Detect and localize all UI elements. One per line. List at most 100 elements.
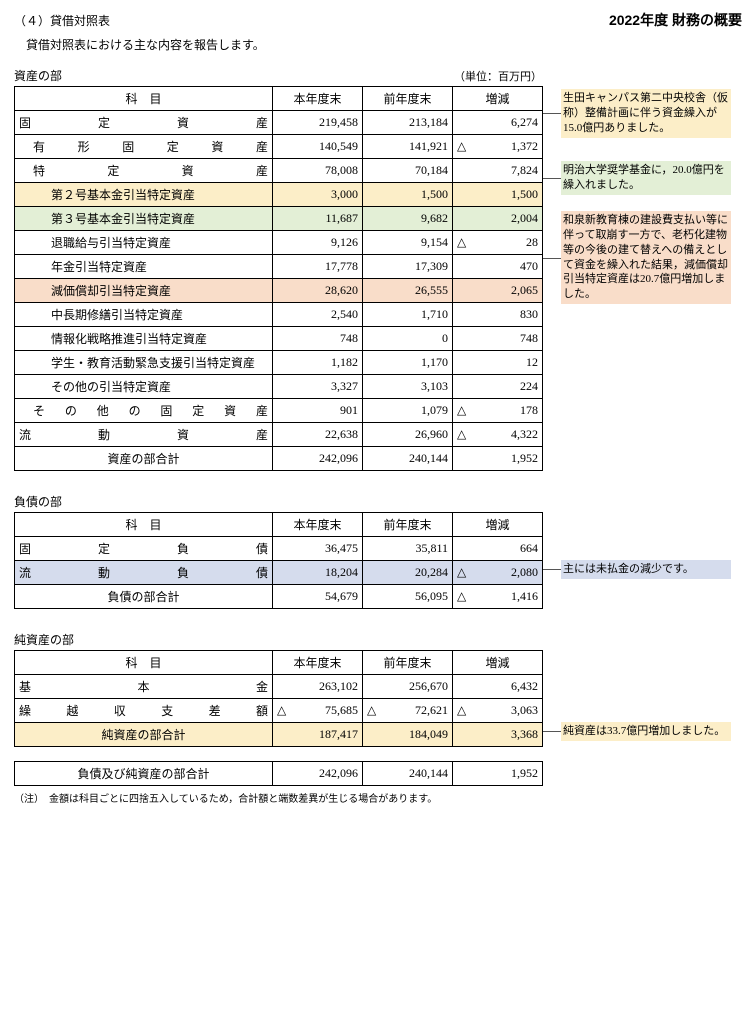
- assets-table: 科 目 本年度末 前年度末 増減 固定資産219,458213,1846,274…: [14, 86, 543, 471]
- num-cell: 6,432: [453, 675, 543, 699]
- num-cell: 28,620: [273, 279, 363, 303]
- table-row: その他の引当特定資産3,3273,103224: [15, 375, 543, 399]
- num-cell: 1,500: [453, 183, 543, 207]
- num-cell: 1,182: [273, 351, 363, 375]
- num-cell: 20,284: [363, 561, 453, 585]
- decrease-mark-icon: △: [367, 703, 376, 718]
- callout: 生田キャンパス第二中央校舎（仮称）整備計画に伴う資金繰入が15.0億円ありました…: [561, 89, 731, 138]
- table-row: 有形固定資産140,549141,921△1,372: [15, 135, 543, 159]
- table-row: 情報化戦略推進引当特定資産7480748: [15, 327, 543, 351]
- table-row: 第３号基本金引当特定資産11,6879,6822,004: [15, 207, 543, 231]
- callout-connector-icon: [543, 569, 561, 570]
- netassets-label: 純資産の部: [14, 631, 742, 648]
- page-title: 2022年度 財務の概要: [609, 10, 742, 30]
- num-cell: 187,417: [273, 723, 363, 747]
- unit-label: （単位：百万円）: [454, 68, 542, 84]
- col-previous: 前年度末: [363, 87, 453, 111]
- row-name: 資産の部合計: [15, 447, 273, 471]
- row-name: その他の引当特定資産: [15, 375, 273, 399]
- col-name: 科 目: [15, 513, 273, 537]
- num-cell: 664: [453, 537, 543, 561]
- row-name: 負債の部合計: [15, 585, 273, 609]
- callout-connector-icon: [543, 731, 561, 732]
- grand-current: 242,096: [273, 762, 363, 786]
- row-name: 年金引当特定資産: [15, 255, 273, 279]
- table-header-row: 科 目 本年度末 前年度末 増減: [15, 87, 543, 111]
- num-cell: △72,621: [363, 699, 453, 723]
- row-name: 第３号基本金引当特定資産: [15, 207, 273, 231]
- col-diff: 増減: [453, 651, 543, 675]
- num-cell: △178: [453, 399, 543, 423]
- num-cell: 11,687: [273, 207, 363, 231]
- callout-text: 明治大学奨学基金に，20.0億円を繰入れました。: [563, 164, 725, 191]
- row-name: 学生・教育活動緊急支援引当特定資産: [15, 351, 273, 375]
- num-cell: 213,184: [363, 111, 453, 135]
- col-diff: 増減: [453, 513, 543, 537]
- table-row: 減価償却引当特定資産28,62026,5552,065: [15, 279, 543, 303]
- num-cell: 9,126: [273, 231, 363, 255]
- table-row: 特定資産78,00870,1847,824: [15, 159, 543, 183]
- num-cell: 748: [273, 327, 363, 351]
- num-cell: 18,204: [273, 561, 363, 585]
- num-cell: 2,065: [453, 279, 543, 303]
- num-cell: 9,154: [363, 231, 453, 255]
- grand-name: 負債及び純資産の部合計: [15, 762, 273, 786]
- table-row: 繰越収支差額△75,685△72,621△3,063: [15, 699, 543, 723]
- num-cell: 17,309: [363, 255, 453, 279]
- num-cell: 242,096: [273, 447, 363, 471]
- num-cell: 9,682: [363, 207, 453, 231]
- col-previous: 前年度末: [363, 513, 453, 537]
- row-name: 情報化戦略推進引当特定資産: [15, 327, 273, 351]
- row-name: 退職給与引当特定資産: [15, 231, 273, 255]
- footnote: （注） 金額は科目ごとに四捨五入しているため，合計額と端数差異が生じる場合があり…: [14, 790, 742, 805]
- num-cell: 219,458: [273, 111, 363, 135]
- num-cell: 6,274: [453, 111, 543, 135]
- num-cell: 901: [273, 399, 363, 423]
- callout: 主には未払金の減少です。: [561, 560, 731, 579]
- num-cell: △1,416: [453, 585, 543, 609]
- row-name: 流動資産: [15, 423, 273, 447]
- num-cell: 140,549: [273, 135, 363, 159]
- table-header-row: 科 目 本年度末 前年度末 増減: [15, 513, 543, 537]
- num-cell: 1,710: [363, 303, 453, 327]
- decrease-mark-icon: △: [457, 235, 466, 250]
- row-name: 第２号基本金引当特定資産: [15, 183, 273, 207]
- num-cell: 3,000: [273, 183, 363, 207]
- row-name: その他の固定資産: [15, 399, 273, 423]
- decrease-mark-icon: △: [457, 703, 466, 718]
- num-cell: 1,170: [363, 351, 453, 375]
- row-name: 基本金: [15, 675, 273, 699]
- num-cell: △28: [453, 231, 543, 255]
- liabilities-callouts: 主には未払金の減少です。: [543, 512, 742, 609]
- col-diff: 増減: [453, 87, 543, 111]
- num-cell: 78,008: [273, 159, 363, 183]
- assets-label: 資産の部: [14, 67, 62, 84]
- num-cell: 3,327: [273, 375, 363, 399]
- table-row: 退職給与引当特定資産9,1269,154△28: [15, 231, 543, 255]
- callout-connector-icon: [543, 113, 561, 114]
- assets-callouts: 生田キャンパス第二中央校舎（仮称）整備計画に伴う資金繰入が15.0億円ありました…: [543, 63, 742, 471]
- callout-connector-icon: [543, 258, 561, 259]
- row-name: 純資産の部合計: [15, 723, 273, 747]
- row-name: 固定資産: [15, 111, 273, 135]
- liabilities-label: 負債の部: [14, 493, 742, 510]
- num-cell: 17,778: [273, 255, 363, 279]
- callout: 純資産は33.7億円増加しました。: [561, 722, 731, 741]
- num-cell: 830: [453, 303, 543, 327]
- num-cell: △1,372: [453, 135, 543, 159]
- row-name: 繰越収支差額: [15, 699, 273, 723]
- col-name: 科 目: [15, 87, 273, 111]
- row-name: 中長期修繕引当特定資産: [15, 303, 273, 327]
- callout-connector-icon: [543, 178, 561, 179]
- num-cell: 26,555: [363, 279, 453, 303]
- col-name: 科 目: [15, 651, 273, 675]
- num-cell: 3,103: [363, 375, 453, 399]
- header: （４）貸借対照表 2022年度 財務の概要: [14, 10, 742, 30]
- num-cell: 56,095: [363, 585, 453, 609]
- row-name: 特定資産: [15, 159, 273, 183]
- liabilities-table: 科 目 本年度末 前年度末 増減 固定負債36,47535,811664流動負債…: [14, 512, 543, 609]
- netassets-callouts: 純資産は33.7億円増加しました。: [543, 650, 742, 747]
- decrease-mark-icon: △: [457, 589, 466, 604]
- table-row: 負債及び純資産の部合計 242,096 240,144 1,952: [15, 762, 543, 786]
- num-cell: 3,368: [453, 723, 543, 747]
